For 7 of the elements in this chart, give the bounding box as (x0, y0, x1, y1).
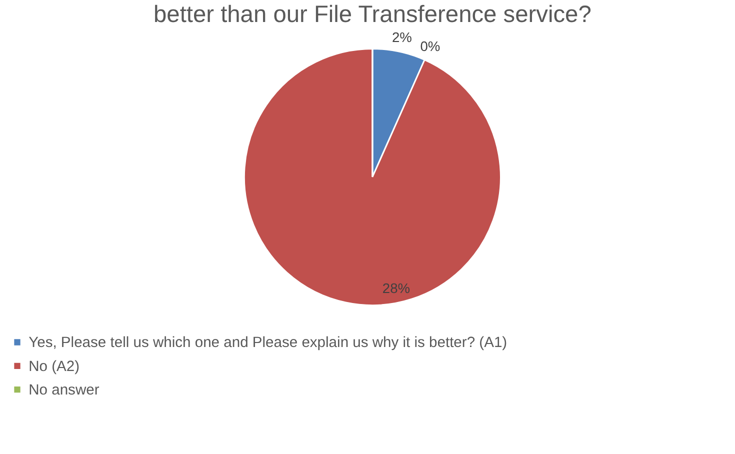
chart-title: better than our File Transference service? (154, 2, 592, 28)
data-label: 2% (392, 28, 412, 45)
legend-label: Yes, Please tell us which one and Please explain us why it is better? (A1) (28, 335, 508, 352)
data-label: 28% (382, 280, 410, 296)
text: 0% (420, 38, 440, 54)
legend-label: No answer (28, 382, 100, 399)
legend-label: No (A2) (28, 358, 80, 375)
